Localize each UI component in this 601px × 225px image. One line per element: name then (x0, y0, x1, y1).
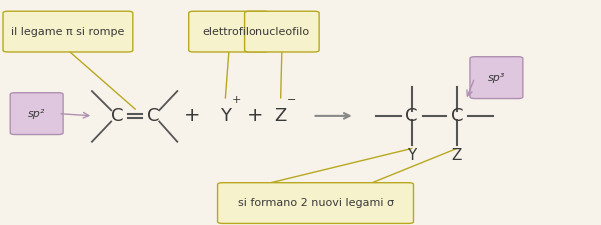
Text: −: − (287, 95, 296, 105)
Text: nucleofilo: nucleofilo (255, 27, 309, 37)
Text: +: + (247, 106, 264, 125)
FancyBboxPatch shape (3, 11, 133, 52)
Text: Y: Y (407, 148, 416, 163)
Text: Z: Z (451, 148, 462, 163)
Text: +: + (184, 106, 201, 125)
FancyBboxPatch shape (245, 11, 319, 52)
Text: +: + (231, 95, 241, 105)
Text: C: C (147, 107, 159, 125)
Text: C: C (451, 107, 463, 125)
Text: Y: Y (220, 107, 231, 125)
FancyBboxPatch shape (470, 57, 523, 99)
Text: Z: Z (275, 107, 287, 125)
Text: il legame π si rompe: il legame π si rompe (11, 27, 124, 37)
Text: C: C (111, 107, 123, 125)
FancyBboxPatch shape (218, 183, 413, 223)
Text: elettrofilo: elettrofilo (202, 27, 256, 37)
Text: sp³: sp³ (488, 73, 505, 83)
Text: si formano 2 nuovi legami σ: si formano 2 nuovi legami σ (237, 198, 394, 208)
Text: sp²: sp² (28, 109, 45, 119)
Text: C: C (406, 107, 418, 125)
FancyBboxPatch shape (10, 93, 63, 135)
FancyBboxPatch shape (189, 11, 269, 52)
